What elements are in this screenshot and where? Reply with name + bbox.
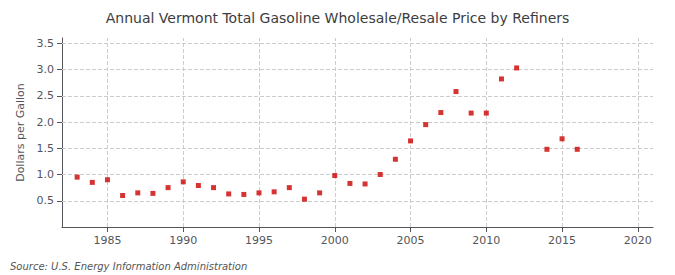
svg-text:2000: 2000 [321,234,349,247]
svg-text:2.0: 2.0 [37,116,55,129]
svg-text:2.5: 2.5 [37,89,55,102]
svg-text:2015: 2015 [548,234,576,247]
svg-text:3.0: 3.0 [37,63,55,76]
svg-text:Dollars per Gallon: Dollars per Gallon [14,83,27,182]
svg-text:Source: U.S. Energy Informatio: Source: U.S. Energy Information Administ… [10,261,247,272]
svg-text:1995: 1995 [245,234,273,247]
svg-text:1.0: 1.0 [37,168,55,181]
svg-text:1990: 1990 [169,234,197,247]
svg-text:2010: 2010 [472,234,500,247]
svg-text:0.5: 0.5 [37,194,55,207]
svg-text:2005: 2005 [397,234,425,247]
svg-text:1985: 1985 [93,234,121,247]
svg-text:1.5: 1.5 [37,142,55,155]
svg-text:2020: 2020 [624,234,652,247]
svg-text:3.5: 3.5 [37,37,55,50]
svg-text:Annual Vermont Total Gasoline: Annual Vermont Total Gasoline Wholesale/… [106,10,570,26]
